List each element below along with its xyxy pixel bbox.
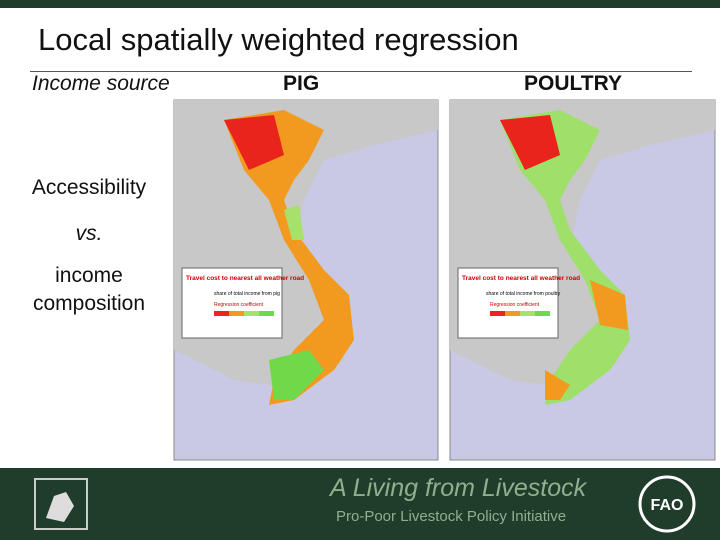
legend-title: Travel cost to nearest all weather road	[462, 275, 580, 282]
side-label: composition	[32, 292, 146, 315]
svg-text:FAO: FAO	[651, 497, 684, 514]
footer: FAO	[0, 468, 720, 540]
map-poultry: Travel cost to nearest all weather road …	[449, 99, 716, 461]
side-label: income	[55, 264, 123, 287]
top-bar	[0, 0, 720, 8]
legend-swatch	[214, 311, 229, 316]
region	[500, 115, 560, 170]
column-label: Income source	[32, 72, 170, 95]
logo-fao: FAO	[638, 475, 696, 533]
tagline: A Living from Livestock	[330, 474, 587, 502]
legend-swatch	[505, 311, 520, 316]
legend-title: Travel cost to nearest all weather road	[186, 275, 304, 282]
legend-swatch	[244, 311, 259, 316]
region	[269, 350, 324, 400]
logo-left	[34, 478, 88, 530]
legend-swatch	[490, 311, 505, 316]
map-pig: Travel cost to nearest all weather road …	[173, 99, 439, 461]
maps: Travel cost to nearest all weather road …	[173, 99, 716, 461]
initiative: Pro-Poor Livestock Policy Initiative	[336, 508, 567, 525]
side-label: vs.	[75, 222, 103, 245]
region	[500, 110, 630, 405]
region	[284, 205, 304, 240]
column-label: POULTRY	[524, 72, 622, 95]
legend-swatch	[229, 311, 244, 316]
column-label: PIG	[283, 72, 320, 95]
legend-swatch	[520, 311, 535, 316]
slide-title: Local spatially weighted regression	[38, 22, 519, 57]
region	[224, 110, 354, 405]
side-label: Accessibility	[31, 176, 147, 199]
region	[224, 115, 284, 170]
legend-text: Regression coefficient	[214, 302, 264, 308]
legend-swatch	[535, 311, 550, 316]
legend-text: share of total income from poultry	[486, 291, 561, 297]
region	[590, 280, 628, 330]
legend-text: share of total income from pig	[214, 291, 280, 297]
legend-text: Regression coefficient	[490, 302, 540, 308]
title-rule	[30, 71, 692, 72]
legend-box	[181, 267, 283, 339]
region	[545, 370, 570, 400]
legend-box	[457, 267, 559, 339]
legend-swatch	[259, 311, 274, 316]
